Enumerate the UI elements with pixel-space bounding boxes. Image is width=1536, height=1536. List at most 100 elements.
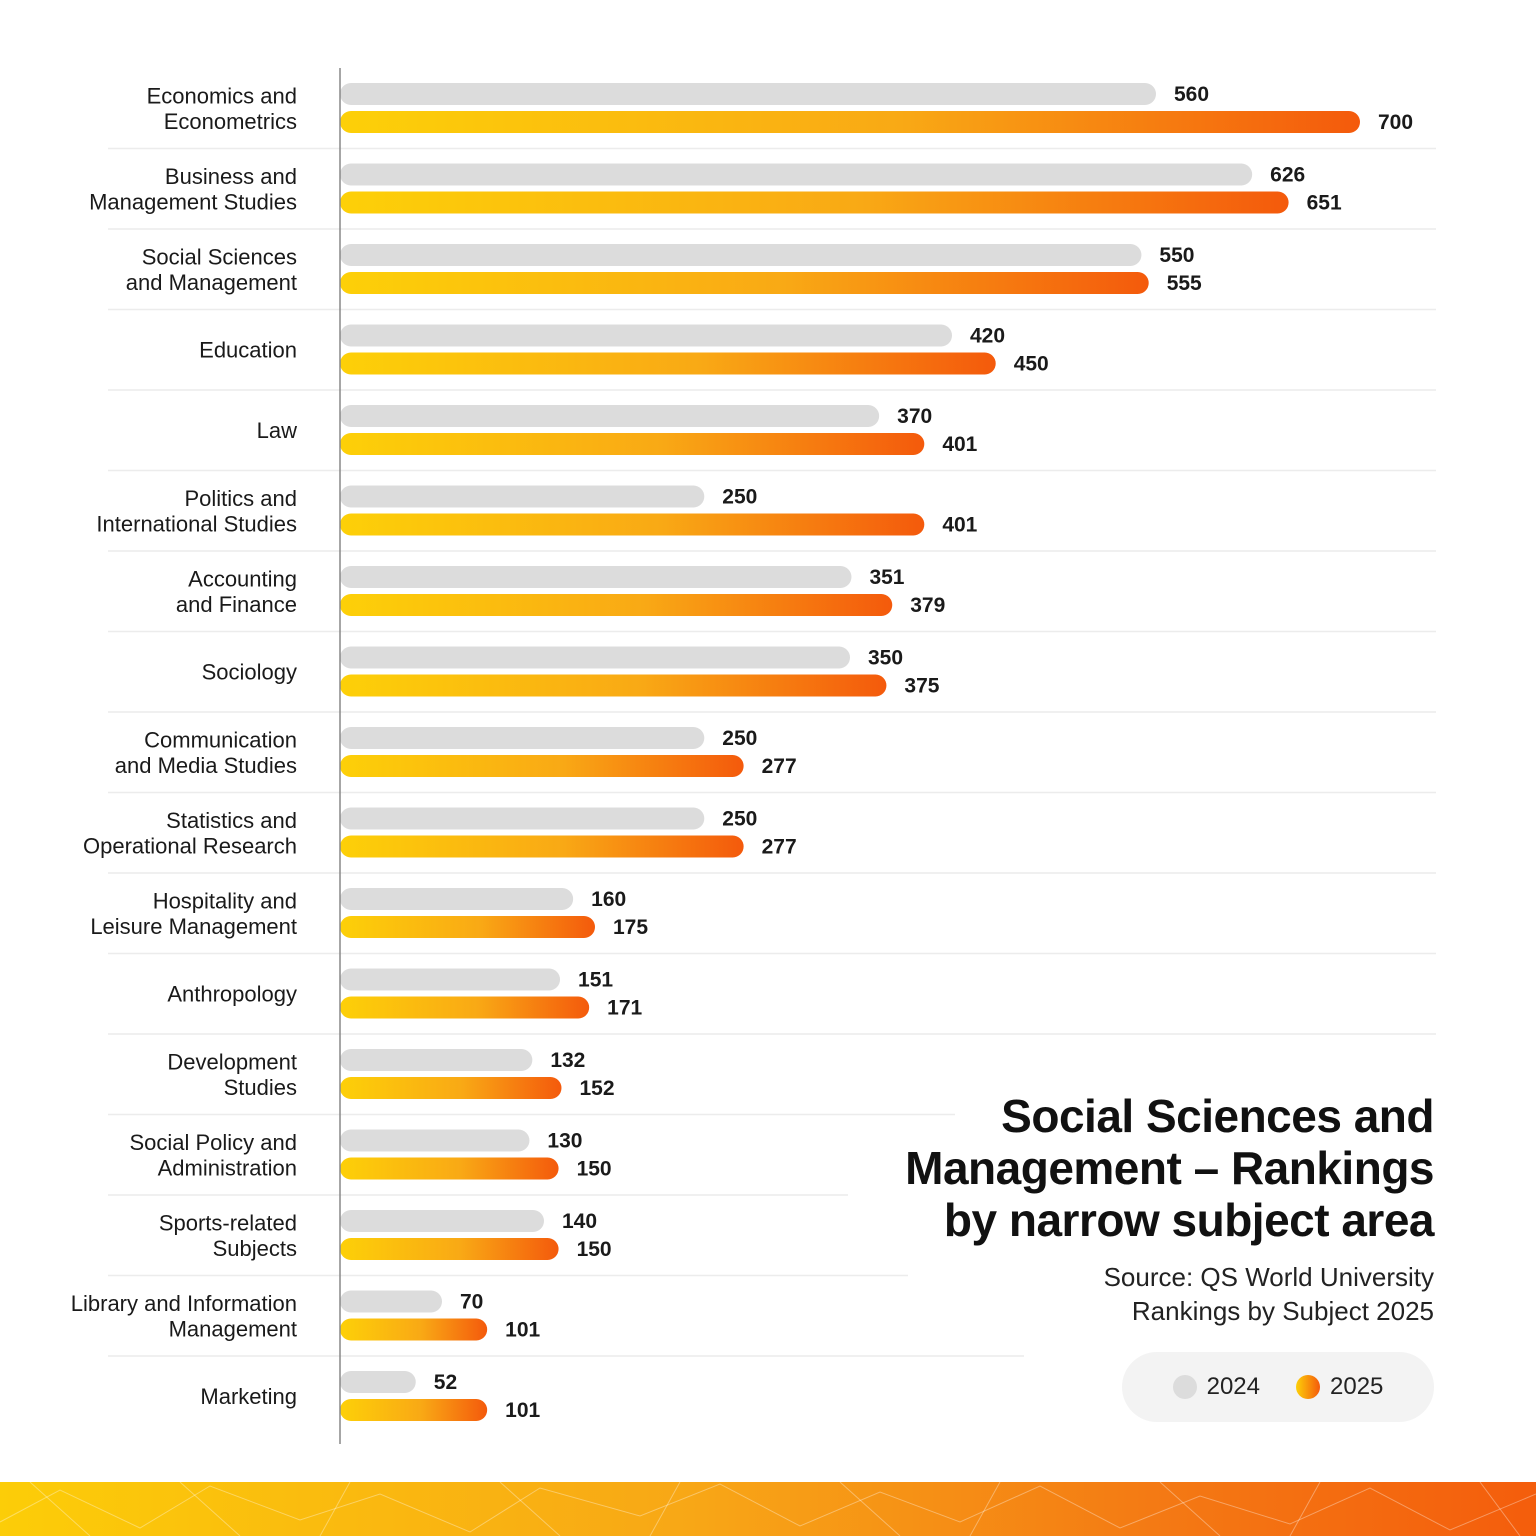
bar-2024	[340, 968, 561, 991]
category-label: Management	[169, 1316, 297, 1341]
category-label: Business and	[165, 164, 297, 189]
bar-2024	[340, 485, 705, 508]
bar-2024	[340, 888, 574, 910]
category-label: Social Sciences	[142, 244, 297, 269]
value-label-2024: 52	[434, 1371, 457, 1394]
value-label-2025: 277	[762, 755, 797, 778]
category-label: Social Policy and	[129, 1130, 297, 1155]
footer-network-pattern	[0, 1482, 1536, 1536]
value-label-2024: 250	[722, 486, 757, 509]
category-label: Subjects	[213, 1236, 297, 1261]
category-label: Sociology	[202, 660, 297, 685]
bar-2024	[340, 807, 705, 830]
chart-title-block: Social Sciences and Management – Ranking…	[814, 1090, 1434, 1328]
category-label: Library and Information	[71, 1291, 297, 1316]
value-label-2024: 350	[868, 647, 903, 670]
value-label-2024: 351	[869, 566, 904, 589]
value-label-2025: 175	[613, 916, 648, 939]
bar-2025	[340, 1157, 559, 1180]
category-label: and Finance	[176, 592, 297, 617]
bar-2025	[340, 916, 595, 938]
category-label: and Media Studies	[115, 753, 297, 778]
chart-title-line-3: by narrow subject area	[943, 1194, 1435, 1246]
bar-2025	[340, 755, 744, 777]
bar-2024	[340, 566, 852, 588]
value-label-2025: 401	[942, 514, 977, 537]
category-label: Education	[199, 338, 297, 363]
category-label: Hospitality and	[153, 888, 297, 913]
category-label: Politics and	[184, 486, 297, 511]
bar-2024	[340, 1290, 442, 1313]
value-label-2025: 101	[505, 1399, 540, 1422]
bar-2024	[340, 727, 705, 749]
category-label: Law	[257, 418, 297, 443]
value-label-2025: 379	[910, 594, 945, 617]
bar-2024	[340, 163, 1253, 186]
bar-2024	[340, 646, 850, 669]
value-label-2024: 250	[722, 808, 757, 831]
category-label: Communication	[144, 727, 297, 752]
bar-2024	[340, 83, 1156, 105]
value-label-2025: 375	[904, 675, 939, 698]
legend-label-2024: 2024	[1206, 1373, 1260, 1400]
value-label-2024: 250	[722, 727, 757, 750]
bar-2025	[340, 594, 893, 616]
value-label-2024: 70	[460, 1291, 483, 1314]
bar-2025	[340, 1238, 559, 1260]
value-label-2025: 651	[1307, 192, 1342, 215]
category-label: Sports-related	[159, 1210, 297, 1235]
value-label-2025: 401	[942, 433, 977, 456]
bar-2025	[340, 513, 925, 536]
category-label: Development	[167, 1049, 297, 1074]
chart-title-line-1: Social Sciences and	[1001, 1090, 1434, 1142]
bar-2025	[340, 352, 996, 375]
category-label: Econometrics	[164, 109, 297, 134]
category-label: Economics and	[147, 83, 297, 108]
value-label-2025: 101	[505, 1319, 540, 1342]
bar-2025	[340, 111, 1360, 133]
category-label: Anthropology	[167, 982, 297, 1007]
bar-2025	[340, 835, 744, 858]
category-label: Statistics and	[166, 808, 297, 833]
value-label-2024: 420	[970, 325, 1005, 348]
category-label: Accounting	[188, 566, 297, 591]
footer-decorative-band	[0, 1482, 1536, 1536]
category-label: Management Studies	[89, 189, 297, 214]
bar-2024	[340, 1129, 530, 1152]
chart-legend: 2024 2025	[1122, 1352, 1434, 1422]
bar-2025	[340, 1077, 562, 1099]
category-label: Leisure Management	[90, 914, 297, 939]
category-label: Administration	[158, 1155, 297, 1180]
legend-label-2025: 2025	[1330, 1373, 1384, 1400]
bar-2025	[340, 674, 887, 697]
bar-2024	[340, 1371, 416, 1393]
value-label-2024: 370	[897, 405, 932, 428]
chart-title-line-2: Management – Rankings	[905, 1142, 1434, 1194]
value-label-2025: 450	[1014, 353, 1049, 376]
value-label-2024: 560	[1174, 83, 1209, 106]
category-label: and Management	[126, 270, 297, 295]
category-label: Marketing	[200, 1384, 297, 1409]
legend-item-2025: 2025	[1296, 1373, 1383, 1401]
value-label-2024: 132	[550, 1049, 585, 1072]
value-label-2025: 277	[762, 836, 797, 859]
bar-2025	[340, 433, 925, 455]
bar-2024	[340, 1049, 533, 1071]
value-label-2024: 140	[562, 1210, 597, 1233]
category-label: Studies	[224, 1075, 297, 1100]
bar-2024	[340, 324, 952, 347]
category-label: Operational Research	[83, 833, 297, 858]
value-label-2024: 626	[1270, 164, 1305, 187]
value-label-2025: 700	[1378, 111, 1413, 134]
bar-2024	[340, 1210, 544, 1232]
bar-2025	[340, 191, 1289, 214]
bar-2024	[340, 405, 880, 427]
bar-2024	[340, 244, 1142, 266]
value-label-2025: 152	[579, 1077, 614, 1100]
value-label-2025: 150	[577, 1158, 612, 1181]
source-line-1: Source: QS World University	[1103, 1262, 1434, 1292]
value-label-2024: 550	[1159, 244, 1194, 267]
value-label-2025: 150	[577, 1238, 612, 1261]
legend-item-2024: 2024	[1172, 1373, 1260, 1401]
